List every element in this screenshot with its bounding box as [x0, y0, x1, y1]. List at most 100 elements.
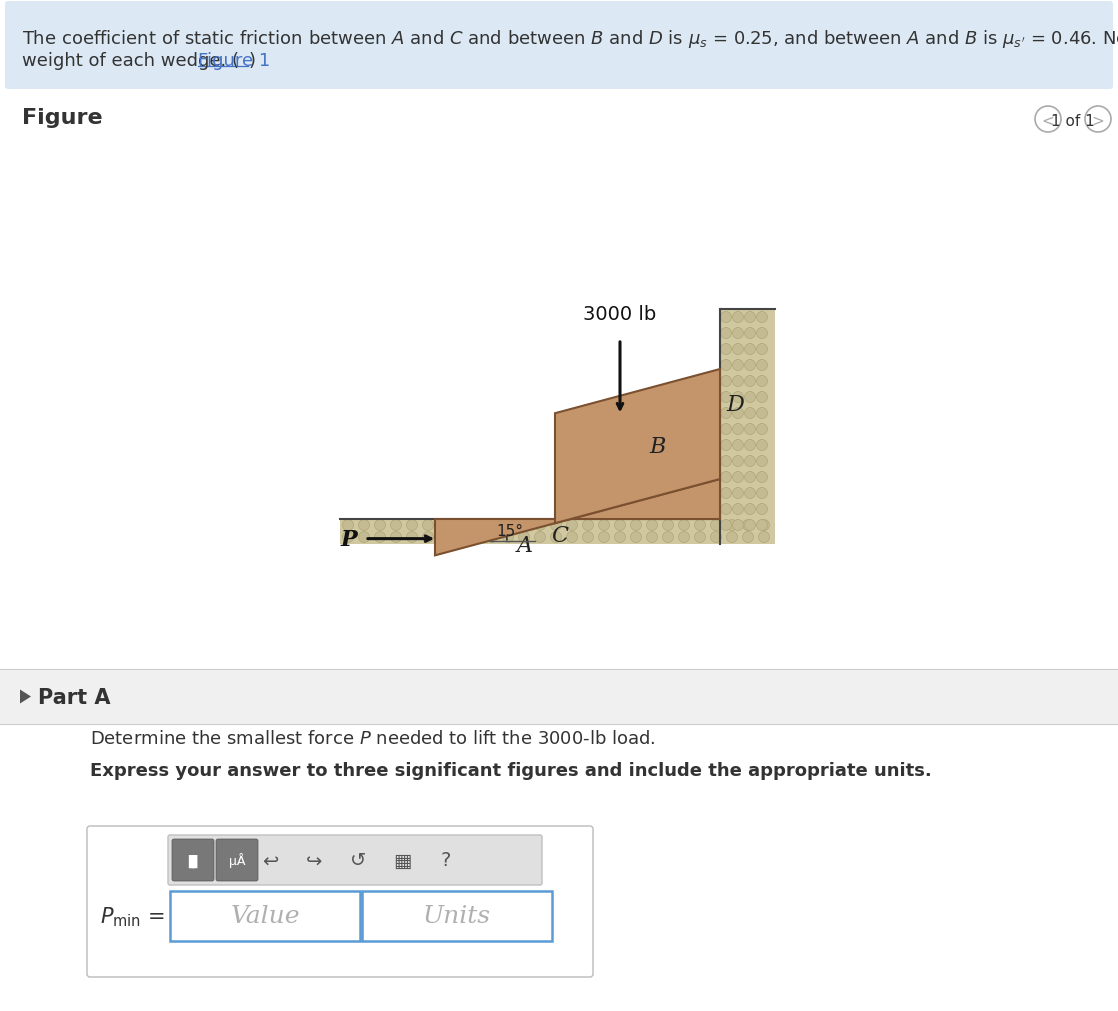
Circle shape [732, 344, 743, 355]
Circle shape [534, 520, 546, 531]
Circle shape [534, 532, 546, 543]
Circle shape [438, 532, 449, 543]
Circle shape [732, 360, 743, 371]
Bar [0, 669, 1118, 724]
Circle shape [757, 329, 767, 339]
Text: 3000 lb: 3000 lb [584, 304, 656, 324]
Circle shape [455, 520, 465, 531]
Circle shape [679, 520, 690, 531]
FancyBboxPatch shape [172, 839, 214, 882]
Circle shape [757, 440, 767, 451]
Circle shape [582, 532, 594, 543]
Circle shape [745, 504, 756, 515]
Text: D: D [726, 393, 743, 416]
Circle shape [663, 520, 673, 531]
Circle shape [745, 312, 756, 324]
Circle shape [615, 520, 625, 531]
Circle shape [727, 532, 738, 543]
Circle shape [757, 376, 767, 387]
FancyBboxPatch shape [170, 891, 360, 941]
Circle shape [745, 408, 756, 420]
Circle shape [486, 520, 498, 531]
Circle shape [567, 532, 578, 543]
Text: ?: ? [440, 850, 452, 869]
Text: Determine the smallest force $P$ needed to lift the 3000-lb load.: Determine the smallest force $P$ needed … [91, 729, 656, 747]
Circle shape [757, 424, 767, 435]
Circle shape [732, 520, 743, 531]
Circle shape [550, 532, 561, 543]
Circle shape [732, 456, 743, 467]
Circle shape [679, 532, 690, 543]
Text: ): ) [249, 52, 256, 70]
Circle shape [407, 532, 417, 543]
Text: weight of each wedge. (: weight of each wedge. ( [22, 52, 239, 70]
Circle shape [502, 532, 513, 543]
Circle shape [598, 532, 609, 543]
Circle shape [375, 532, 386, 543]
Circle shape [720, 488, 731, 499]
Circle shape [720, 440, 731, 451]
Circle shape [720, 376, 731, 387]
Circle shape [720, 344, 731, 355]
FancyBboxPatch shape [168, 835, 542, 885]
Circle shape [550, 520, 561, 531]
Polygon shape [20, 690, 31, 704]
Circle shape [519, 532, 530, 543]
Circle shape [615, 532, 625, 543]
Polygon shape [555, 370, 720, 524]
Circle shape [757, 408, 767, 420]
Circle shape [646, 532, 657, 543]
Circle shape [631, 532, 642, 543]
Bar [720, 309, 775, 545]
Text: Figure: Figure [22, 108, 103, 127]
Circle shape [758, 520, 769, 531]
Text: ▐▌: ▐▌ [183, 853, 202, 866]
Circle shape [757, 392, 767, 403]
Circle shape [745, 520, 756, 531]
Circle shape [732, 312, 743, 324]
Circle shape [720, 504, 731, 515]
Circle shape [598, 520, 609, 531]
Text: C: C [551, 525, 568, 547]
Text: μÅ: μÅ [229, 852, 245, 867]
Circle shape [423, 520, 434, 531]
Circle shape [732, 329, 743, 339]
Circle shape [757, 312, 767, 324]
Text: Part A: Part A [38, 686, 111, 707]
Circle shape [359, 520, 370, 531]
Text: Value: Value [230, 905, 300, 927]
FancyBboxPatch shape [4, 2, 1114, 90]
Text: >: > [1091, 113, 1105, 128]
Circle shape [342, 532, 353, 543]
Text: B: B [650, 436, 665, 458]
Circle shape [694, 520, 705, 531]
Circle shape [582, 520, 594, 531]
Text: ↩: ↩ [262, 850, 278, 869]
Circle shape [711, 520, 721, 531]
FancyBboxPatch shape [87, 826, 593, 977]
Text: Units: Units [423, 905, 491, 927]
Circle shape [757, 360, 767, 371]
Circle shape [342, 520, 353, 531]
Circle shape [455, 532, 465, 543]
Circle shape [757, 344, 767, 355]
Circle shape [471, 532, 482, 543]
Text: Figure 1: Figure 1 [198, 52, 271, 70]
Circle shape [502, 520, 513, 531]
Circle shape [745, 424, 756, 435]
Circle shape [720, 408, 731, 420]
Text: $P_{\mathrm{min}}$ =: $P_{\mathrm{min}}$ = [101, 904, 165, 928]
Text: The coefficient of static friction between $\mathit{A}$ and $\mathit{C}$ and bet: The coefficient of static friction betwe… [22, 28, 1118, 50]
Circle shape [732, 424, 743, 435]
Circle shape [359, 532, 370, 543]
Circle shape [720, 520, 731, 531]
Circle shape [663, 532, 673, 543]
Circle shape [732, 488, 743, 499]
Text: P: P [340, 528, 357, 550]
Circle shape [720, 329, 731, 339]
Circle shape [745, 440, 756, 451]
Circle shape [486, 532, 498, 543]
Circle shape [438, 520, 449, 531]
Circle shape [720, 392, 731, 403]
FancyBboxPatch shape [362, 891, 552, 941]
